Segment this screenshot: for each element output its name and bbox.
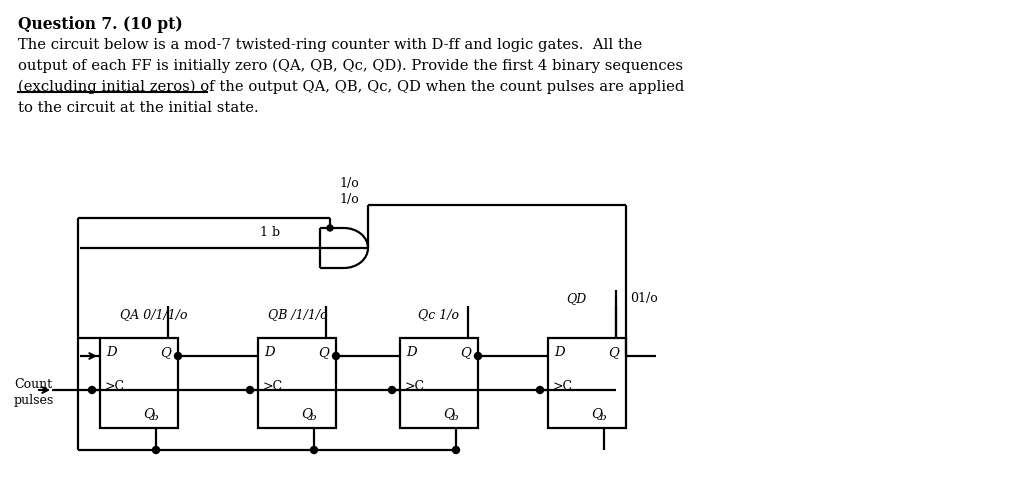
Text: >C: >C (406, 381, 425, 393)
Text: 1/o: 1/o (339, 193, 358, 206)
Text: >C: >C (553, 381, 573, 393)
Text: Count: Count (14, 378, 52, 391)
Text: D: D (264, 347, 274, 359)
Text: D: D (106, 347, 117, 359)
Text: QA 0/1/1/o: QA 0/1/1/o (120, 308, 187, 321)
Bar (548, 338, 626, 428)
Bar (400, 338, 478, 428)
Text: b: b (452, 414, 459, 423)
Text: QB /1/1/o: QB /1/1/o (268, 308, 328, 321)
Text: D: D (554, 347, 564, 359)
Circle shape (327, 225, 333, 231)
Text: Q: Q (443, 408, 454, 421)
Text: pulses: pulses (14, 394, 54, 407)
Text: Q: Q (591, 408, 602, 421)
Text: >C: >C (263, 381, 283, 393)
Text: Q: Q (608, 347, 618, 359)
Text: D: D (406, 347, 417, 359)
Bar (100, 338, 178, 428)
Circle shape (247, 387, 254, 393)
Circle shape (153, 447, 160, 454)
Text: to the circuit at the initial state.: to the circuit at the initial state. (18, 101, 259, 115)
Circle shape (474, 352, 481, 359)
Text: Question 7. (10 pt): Question 7. (10 pt) (18, 16, 182, 33)
Text: Q: Q (301, 408, 312, 421)
Circle shape (388, 387, 395, 393)
Circle shape (537, 387, 544, 393)
Circle shape (310, 447, 317, 454)
Text: Q: Q (318, 347, 329, 359)
Circle shape (453, 447, 460, 454)
Text: output of each FF is initially zero (QA, QB, Qc, QD). Provide the first 4 binary: output of each FF is initially zero (QA,… (18, 59, 683, 73)
Text: 1 b: 1 b (260, 226, 281, 239)
Text: 1/o: 1/o (339, 177, 358, 190)
Text: The circuit below is a mod-7 twisted-ring counter with D-ff and logic gates.  Al: The circuit below is a mod-7 twisted-rin… (18, 38, 642, 52)
Text: b: b (310, 414, 316, 423)
Text: Q: Q (160, 347, 171, 359)
Circle shape (174, 352, 181, 359)
Text: Q: Q (143, 408, 154, 421)
Text: b: b (152, 414, 159, 423)
Text: 01/o: 01/o (630, 292, 657, 305)
Text: Q: Q (460, 347, 471, 359)
Text: QD: QD (566, 292, 587, 305)
Circle shape (88, 387, 95, 393)
Text: b: b (600, 414, 606, 423)
Text: >C: >C (105, 381, 125, 393)
Circle shape (333, 352, 340, 359)
Text: (excluding initial zeros) of the output QA, QB, Qc, QD when the count pulses are: (excluding initial zeros) of the output … (18, 80, 684, 94)
Bar (258, 338, 336, 428)
Text: Qc 1/o: Qc 1/o (418, 308, 459, 321)
